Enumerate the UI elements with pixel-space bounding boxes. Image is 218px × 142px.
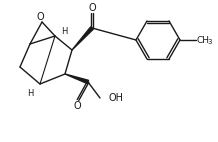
- Polygon shape: [72, 27, 93, 50]
- Text: 3: 3: [207, 39, 211, 45]
- Text: H: H: [61, 27, 67, 36]
- Text: O: O: [73, 101, 81, 111]
- Text: H: H: [27, 88, 33, 98]
- Text: CH: CH: [197, 36, 210, 44]
- Text: O: O: [88, 3, 96, 13]
- Text: OH: OH: [108, 93, 123, 103]
- Text: O: O: [36, 12, 44, 22]
- Polygon shape: [65, 74, 89, 84]
